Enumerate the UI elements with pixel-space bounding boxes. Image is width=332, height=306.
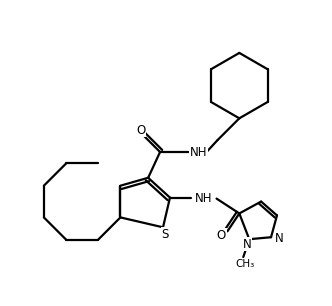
Text: NH: NH — [195, 192, 212, 205]
Text: N: N — [243, 238, 252, 251]
Text: O: O — [136, 124, 146, 137]
Text: N: N — [275, 232, 283, 245]
Text: O: O — [217, 229, 226, 242]
Text: S: S — [161, 228, 169, 241]
Text: NH: NH — [190, 147, 208, 159]
Text: CH₃: CH₃ — [236, 259, 255, 269]
